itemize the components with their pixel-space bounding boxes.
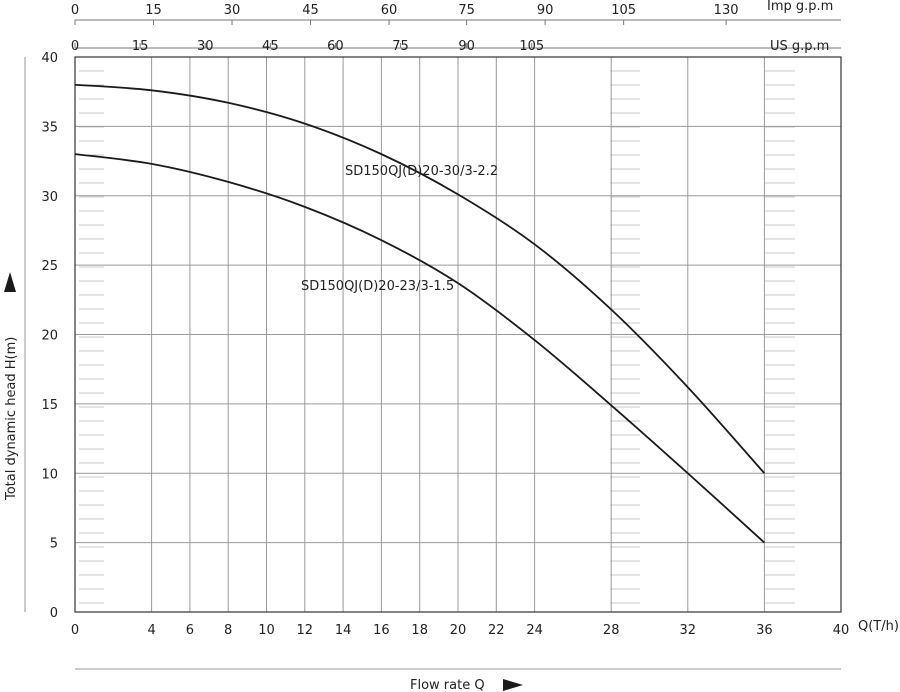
y-tick-label: 0 [50, 606, 58, 621]
x-tick-label: 12 [297, 623, 314, 638]
x-unit-label: Q(T/h) [858, 619, 899, 634]
x-axis-title: Flow rate Q [410, 678, 485, 692]
y-tick-label: 10 [41, 467, 58, 482]
top-axis-tick-label: 60 [381, 3, 398, 18]
top-axis-tick-label: 15 [132, 39, 149, 54]
top-axis-tick-label: 105 [519, 39, 544, 54]
plot-frame [74, 56, 842, 613]
top-axis-tick-label: 45 [302, 3, 319, 18]
y-tick-label: 40 [41, 51, 58, 66]
series-label: SD150QJ(D)20-30/3-2.2 [345, 164, 498, 179]
y-axis-ticks: 0 5 10 15 20 25 30 35 40 [41, 51, 58, 621]
x-tick-label: 14 [335, 623, 352, 638]
top-axis-tick-label: 90 [458, 39, 475, 54]
x-tick-label: 40 [833, 623, 850, 638]
x-tick-label: 18 [411, 623, 428, 638]
top-axis-tick-label: 60 [327, 39, 344, 54]
y-tick-label: 30 [41, 190, 58, 205]
y-tick-label: 35 [41, 120, 58, 135]
x-tick-label: 20 [450, 623, 467, 638]
top-axes: 0 15 30 45 60 75 90 105 130 Imp g.p.m 0 15 30 45 60 75 9… [71, 0, 841, 54]
x-tick-label: 22 [488, 623, 505, 638]
top-axis-tick-label: 105 [611, 3, 636, 18]
x-tick-label: 28 [603, 623, 620, 638]
top-axis-unit-label: Imp g.p.m [767, 0, 833, 14]
performance-curves [74, 83, 766, 544]
top-axis-tick-label: 90 [537, 3, 554, 18]
y-arrow-icon [4, 272, 16, 292]
y-tick-label: 25 [41, 259, 58, 274]
performance-curve [74, 83, 766, 474]
x-axis-ticks: 0 4 6 8 10 12 14 16 18 20 22 24 28 32 36 40 [71, 623, 849, 638]
x-tick-label: 8 [224, 623, 232, 638]
y-tick-label: 5 [50, 537, 58, 552]
x-tick-label: 4 [147, 623, 155, 638]
performance-curve [74, 153, 766, 544]
x-tick-label: 10 [258, 623, 275, 638]
top-axis-tick-label: 30 [197, 39, 214, 54]
x-tick-label: 32 [680, 623, 697, 638]
x-tick-label: 0 [71, 623, 79, 638]
top-axis-tick-label: 75 [392, 39, 409, 54]
series-label: SD150QJ(D)20-23/3-1.5 [301, 279, 454, 294]
x-tick-label: 6 [186, 623, 194, 638]
y-axis-title: Total dynamic head H(m) [4, 337, 19, 501]
top-axis-tick-label: 75 [458, 3, 475, 18]
gridlines [75, 57, 841, 612]
top-axis-tick-label: 45 [262, 39, 279, 54]
minor-gridlines [79, 70, 795, 604]
x-tick-label: 24 [526, 623, 543, 638]
top-axis-tick-label: 15 [145, 3, 162, 18]
top-axis-tick-label: 130 [714, 3, 739, 18]
series-labels: SD150QJ(D)20-30/3-2.2 SD150QJ(D)20-23/3-1… [301, 164, 498, 294]
x-tick-label: 36 [756, 623, 773, 638]
y-tick-label: 15 [41, 398, 58, 413]
x-arrow-icon [503, 679, 523, 691]
y-tick-label: 20 [41, 329, 58, 344]
top-axis-tick-label: 0 [71, 3, 79, 18]
top-axis-unit-label: US g.p.m [770, 39, 829, 54]
x-tick-label: 16 [373, 623, 390, 638]
top-axis-tick-label: 30 [224, 3, 241, 18]
top-axis-tick-label: 0 [71, 39, 79, 54]
